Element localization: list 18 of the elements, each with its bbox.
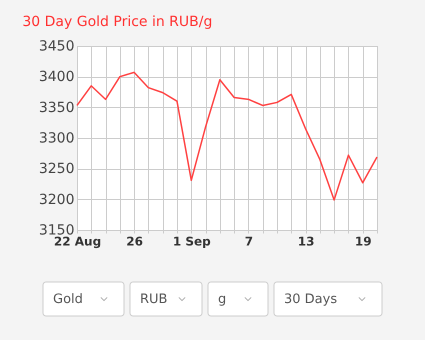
y-tick-label: 3300 bbox=[38, 130, 74, 146]
x-tick-label: 19 bbox=[354, 234, 372, 248]
y-tick-label: 3250 bbox=[38, 161, 74, 178]
x-tick-label: 7 bbox=[244, 234, 254, 248]
x-tick-label: 1 Sep bbox=[172, 234, 212, 248]
x-tick-label: 13 bbox=[298, 234, 314, 248]
y-tick-label: 3350 bbox=[38, 100, 74, 116]
text: RUB bbox=[140, 292, 168, 307]
x-tick-label: 22 Aug bbox=[54, 234, 102, 248]
line-series bbox=[76, 72, 378, 201]
text: Gold bbox=[53, 292, 83, 307]
text: 30 Days bbox=[284, 292, 338, 307]
y-tick-label: 3400 bbox=[38, 69, 74, 86]
y-tick-label: 3450 bbox=[38, 38, 74, 54]
text: g bbox=[218, 292, 226, 307]
chart-title: 30 Day Gold Price in RUB/g bbox=[22, 14, 212, 30]
x-tick-label: 26 bbox=[126, 234, 143, 248]
y-tick-label: 3200 bbox=[38, 192, 74, 208]
